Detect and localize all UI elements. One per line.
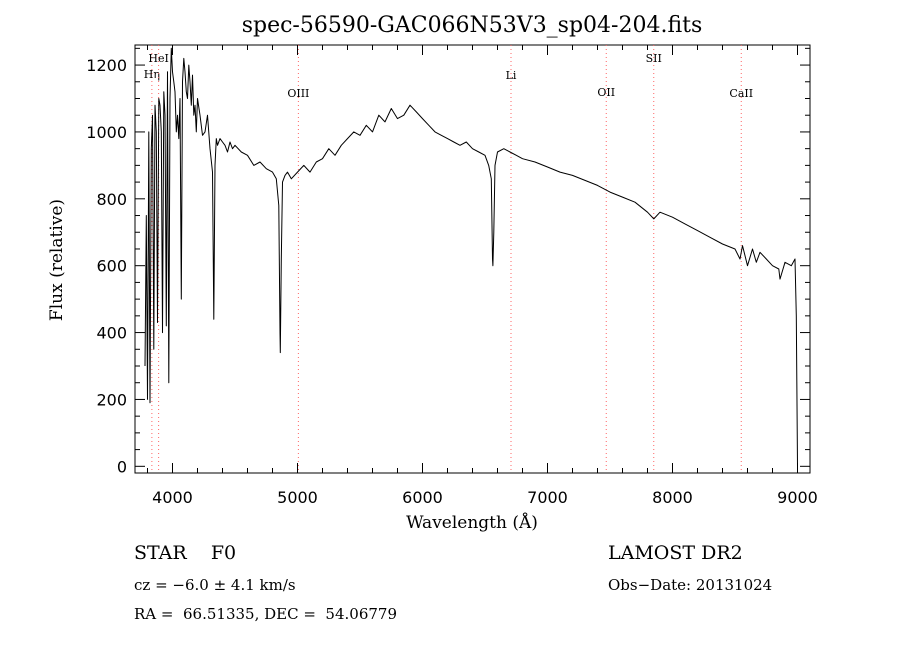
line-marker-label-0: Hη	[144, 68, 160, 81]
y-tick-label-6: 1200	[86, 56, 127, 75]
line-marker-label-4: OII	[597, 86, 615, 99]
x-tick-label-1: 5000	[277, 488, 318, 507]
line-marker-label-5: SII	[646, 52, 662, 65]
line-marker-label-3: Li	[506, 69, 517, 82]
x-axis-label: Wavelength (Å)	[406, 512, 538, 533]
x-tick-label-4: 8000	[652, 488, 693, 507]
line-marker-label-2: OIII	[287, 87, 309, 100]
x-tick-label-3: 7000	[527, 488, 568, 507]
x-tick-label-5: 9000	[777, 488, 818, 507]
y-tick-label-0: 0	[117, 457, 127, 476]
x-tick-label-0: 4000	[152, 488, 193, 507]
y-tick-label-2: 400	[96, 324, 127, 343]
y-axis-label: Flux (relative)	[47, 199, 67, 321]
y-tick-label-3: 600	[96, 257, 127, 276]
y-tick-label-1: 200	[96, 390, 127, 409]
y-tick-label-5: 1000	[86, 123, 127, 142]
chart-title: spec-56590-GAC066N53V3_sp04-204.fits	[242, 13, 703, 38]
spectrum-line	[144, 47, 798, 467]
obs-date: Obs−Date: 20131024	[608, 576, 773, 594]
line-marker-label-1: HeI	[148, 52, 168, 65]
plot-frame	[134, 44, 811, 474]
coordinates: RA = 66.51335, DEC = 54.06779	[134, 605, 398, 623]
y-tick-label-4: 800	[96, 190, 127, 209]
redshift: cz = −6.0 ± 4.1 km/s	[134, 576, 296, 594]
line-marker-label-6: CaII	[729, 87, 753, 100]
star-class: STAR F0	[134, 542, 237, 564]
x-tick-label-2: 6000	[402, 488, 443, 507]
survey-label: LAMOST DR2	[608, 542, 743, 564]
